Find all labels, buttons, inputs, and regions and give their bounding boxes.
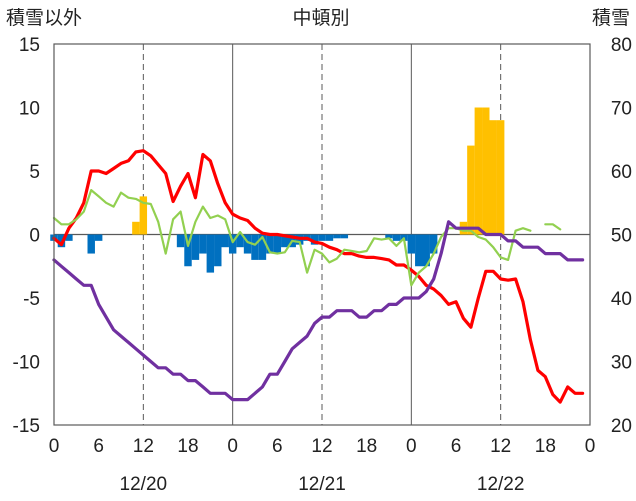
right-tick-label: 50 <box>611 226 632 247</box>
right-tick-label: 70 <box>611 99 632 120</box>
x-tick-label: 0 <box>585 436 596 457</box>
bar <box>176 234 185 248</box>
plot-frame <box>53 43 591 426</box>
left-tick-label: 15 <box>19 35 40 56</box>
left-axis-ticks: 15 10 5 0 -5 -10 -15 <box>13 35 40 437</box>
right-tick-label: 60 <box>611 162 632 183</box>
left-axis-label: 積雪以外 <box>6 7 82 29</box>
bar <box>489 120 497 235</box>
bar <box>94 234 103 241</box>
left-tick-label: -5 <box>23 289 40 310</box>
left-tick-label: -10 <box>13 353 40 374</box>
series-line <box>52 149 585 404</box>
date-label: 12/21 <box>298 474 346 495</box>
bar <box>236 234 244 248</box>
x-tick-label: 12 <box>311 436 332 457</box>
bar <box>243 234 252 254</box>
bar <box>258 234 267 260</box>
bar <box>87 234 95 254</box>
right-tick-label: 20 <box>611 416 632 437</box>
date-label: 12/20 <box>120 474 168 495</box>
bar <box>65 234 73 241</box>
right-tick-label: 30 <box>611 353 632 374</box>
x-tick-label: 0 <box>227 436 238 457</box>
series-line <box>52 189 562 287</box>
bar <box>482 107 490 235</box>
bar <box>407 234 416 254</box>
bar <box>318 234 326 241</box>
bar <box>467 145 475 235</box>
bar <box>228 234 237 254</box>
bar <box>340 234 349 239</box>
x-tick-label: 0 <box>49 436 60 457</box>
right-tick-label: 40 <box>611 289 632 310</box>
x-tick-label: 0 <box>406 436 417 457</box>
bar <box>310 234 319 245</box>
bar <box>474 107 483 235</box>
bar <box>199 234 207 254</box>
bar <box>191 234 200 260</box>
bar <box>281 234 289 248</box>
left-tick-label: 0 <box>29 226 40 247</box>
bar <box>325 234 334 241</box>
bar <box>221 234 229 248</box>
bar <box>206 234 215 273</box>
line-series <box>52 149 585 404</box>
right-tick-label: 80 <box>611 35 632 56</box>
left-tick-label: -15 <box>13 416 40 437</box>
right-axis-label: 積雪 <box>592 7 630 29</box>
bar <box>139 196 148 235</box>
x-tick-label: 6 <box>93 436 104 457</box>
left-tick-label: 5 <box>29 162 40 183</box>
bar <box>429 234 438 254</box>
bar <box>422 234 430 267</box>
chart-title: 中頓別 <box>292 7 349 29</box>
x-axis-dates: 12/20 12/21 12/22 <box>120 474 525 495</box>
bar <box>415 234 423 267</box>
bar <box>392 234 401 241</box>
series-line <box>52 220 585 402</box>
left-tick-label: 10 <box>19 99 40 120</box>
bar <box>132 221 140 235</box>
bar <box>273 234 282 254</box>
x-tick-label: 18 <box>535 436 556 457</box>
bar <box>333 234 341 239</box>
x-tick-label: 6 <box>272 436 283 457</box>
date-label: 12/22 <box>477 474 525 495</box>
bar <box>385 234 393 239</box>
x-tick-label: 6 <box>451 436 462 457</box>
bar <box>184 234 192 267</box>
x-axis-ticks: 0 6 12 18 0 6 12 18 0 6 12 18 0 <box>49 436 596 457</box>
bar-series <box>50 107 505 273</box>
bar <box>251 234 259 260</box>
right-axis-ticks: 80 70 60 50 40 30 20 <box>611 35 632 437</box>
bar <box>214 234 222 267</box>
x-tick-label: 18 <box>356 436 377 457</box>
x-tick-label: 12 <box>490 436 511 457</box>
bar <box>266 234 274 254</box>
bar <box>496 120 505 235</box>
x-tick-label: 18 <box>177 436 198 457</box>
x-tick-label: 12 <box>133 436 154 457</box>
